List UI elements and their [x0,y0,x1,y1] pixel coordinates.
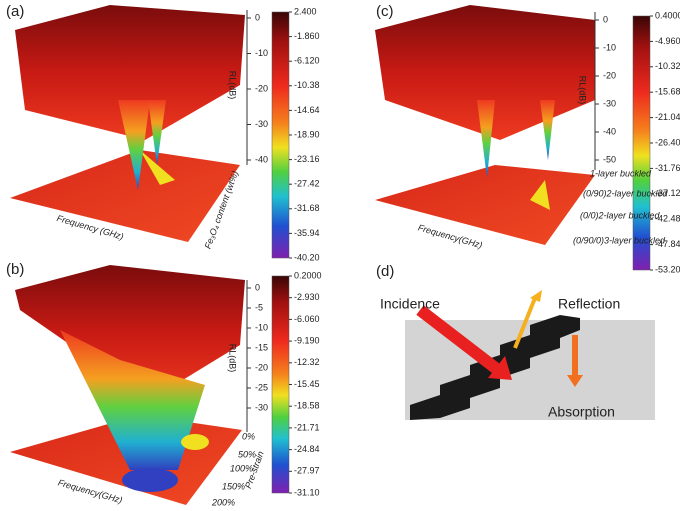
z-tick-label: -10 [255,48,268,58]
colorbar-label: -31.10 [294,487,320,497]
colorbar [271,275,290,494]
z-tick-label: -30 [255,119,268,129]
colorbar-label: -10.38 [294,80,320,90]
y-tick-label: 0% [242,431,255,441]
colorbar-label: -47.84 [655,239,680,249]
y-tick-label: 150% [222,481,245,491]
z-tick-label: -40 [603,126,616,136]
z-tick-label: -20 [255,83,268,93]
colorbar-label: -1.860 [294,31,320,41]
z-tick-label: 0 [603,14,608,24]
z-tick-label: -15 [255,342,268,352]
colorbar-label: -2.930 [294,292,320,302]
x-axis-label: Frequency(GHz) [417,222,484,250]
colorbar-label: -53.20 [655,264,680,274]
panel-label: (d) [376,263,394,280]
z-tick-label: 0 [255,12,260,22]
panel-label: (c) [376,3,394,20]
y-tick-label: (0/0)2-layer buckled [580,210,661,220]
z-tick-label: -20 [603,70,616,80]
z-tick-label: -5 [255,302,263,312]
colorbar-label: -37.12 [655,188,680,198]
z-tick-label: -25 [255,382,268,392]
colorbar-label: 0.2000 [294,270,322,280]
y-tick-label: (0/90/0)3-layer buckled [573,235,666,245]
z-tick-label: -50 [603,154,616,164]
colorbar-label: -27.97 [294,466,320,476]
panel-d-diagram [405,290,655,420]
colorbar-label: -18.90 [294,129,320,139]
colorbar [271,11,290,259]
z-tick-label: -30 [603,98,616,108]
colorbar-label: 0.4000 [655,10,680,20]
y-tick-label: 1-layer buckled [590,168,652,178]
panel-c-surface [375,5,596,245]
y-tick-label: 200% [211,497,235,507]
colorbar-label: -15.45 [294,379,320,389]
colorbar-label: -6.060 [294,314,320,324]
z-tick-label: 0 [255,282,260,292]
panel-label: (b) [6,261,24,278]
colorbar-label: -21.71 [294,422,320,432]
z-axis-label: RL(dB) [228,71,238,100]
z-axis-label: RL(dB) [228,344,238,373]
y-tick-label: (0/90)2-layer buckled [583,188,669,198]
colorbar [632,15,651,271]
panel-b-surface [10,265,248,505]
colorbar-label: -4.960 [655,36,680,46]
colorbar-label: -31.68 [294,203,320,213]
colorbar-label: -27.42 [294,179,320,189]
colorbar-label: -31.76 [655,163,680,173]
colorbar-label: -24.84 [294,444,320,454]
y-tick-label: 50% [238,449,256,459]
z-tick-label: -40 [255,154,268,164]
z-tick-label: -10 [603,42,616,52]
colorbar-label: -35.94 [294,228,320,238]
colorbar-label: -12.32 [294,357,320,367]
colorbar-label: -23.16 [294,154,320,164]
z-tick-label: -10 [255,322,268,332]
incidence-label: Incidence [380,296,440,312]
colorbar-label: -42.48 [655,214,680,224]
colorbar-label: -10.32 [655,61,680,71]
colorbar-label: -21.04 [655,112,680,122]
colorbar-label: -40.20 [294,252,320,262]
absorption-label: Absorption [548,404,615,420]
colorbar-label: -15.68 [655,87,680,97]
y-tick-label: 100% [230,463,253,473]
colorbar-label: -9.190 [294,335,320,345]
z-tick-label: -20 [255,362,268,372]
colorbar-label: 2.400 [294,6,317,16]
colorbar-label: -14.64 [294,105,320,115]
z-tick-label: -30 [255,402,268,412]
colorbar-label: -26.40 [655,137,680,147]
colorbar-label: -18.58 [294,401,320,411]
panel-a-surface [10,5,248,242]
z-axis-label: RL(dB) [578,76,588,105]
reflection-label: Reflection [558,296,620,312]
colorbar-label: -6.120 [294,56,320,66]
panel-label: (a) [6,3,24,20]
